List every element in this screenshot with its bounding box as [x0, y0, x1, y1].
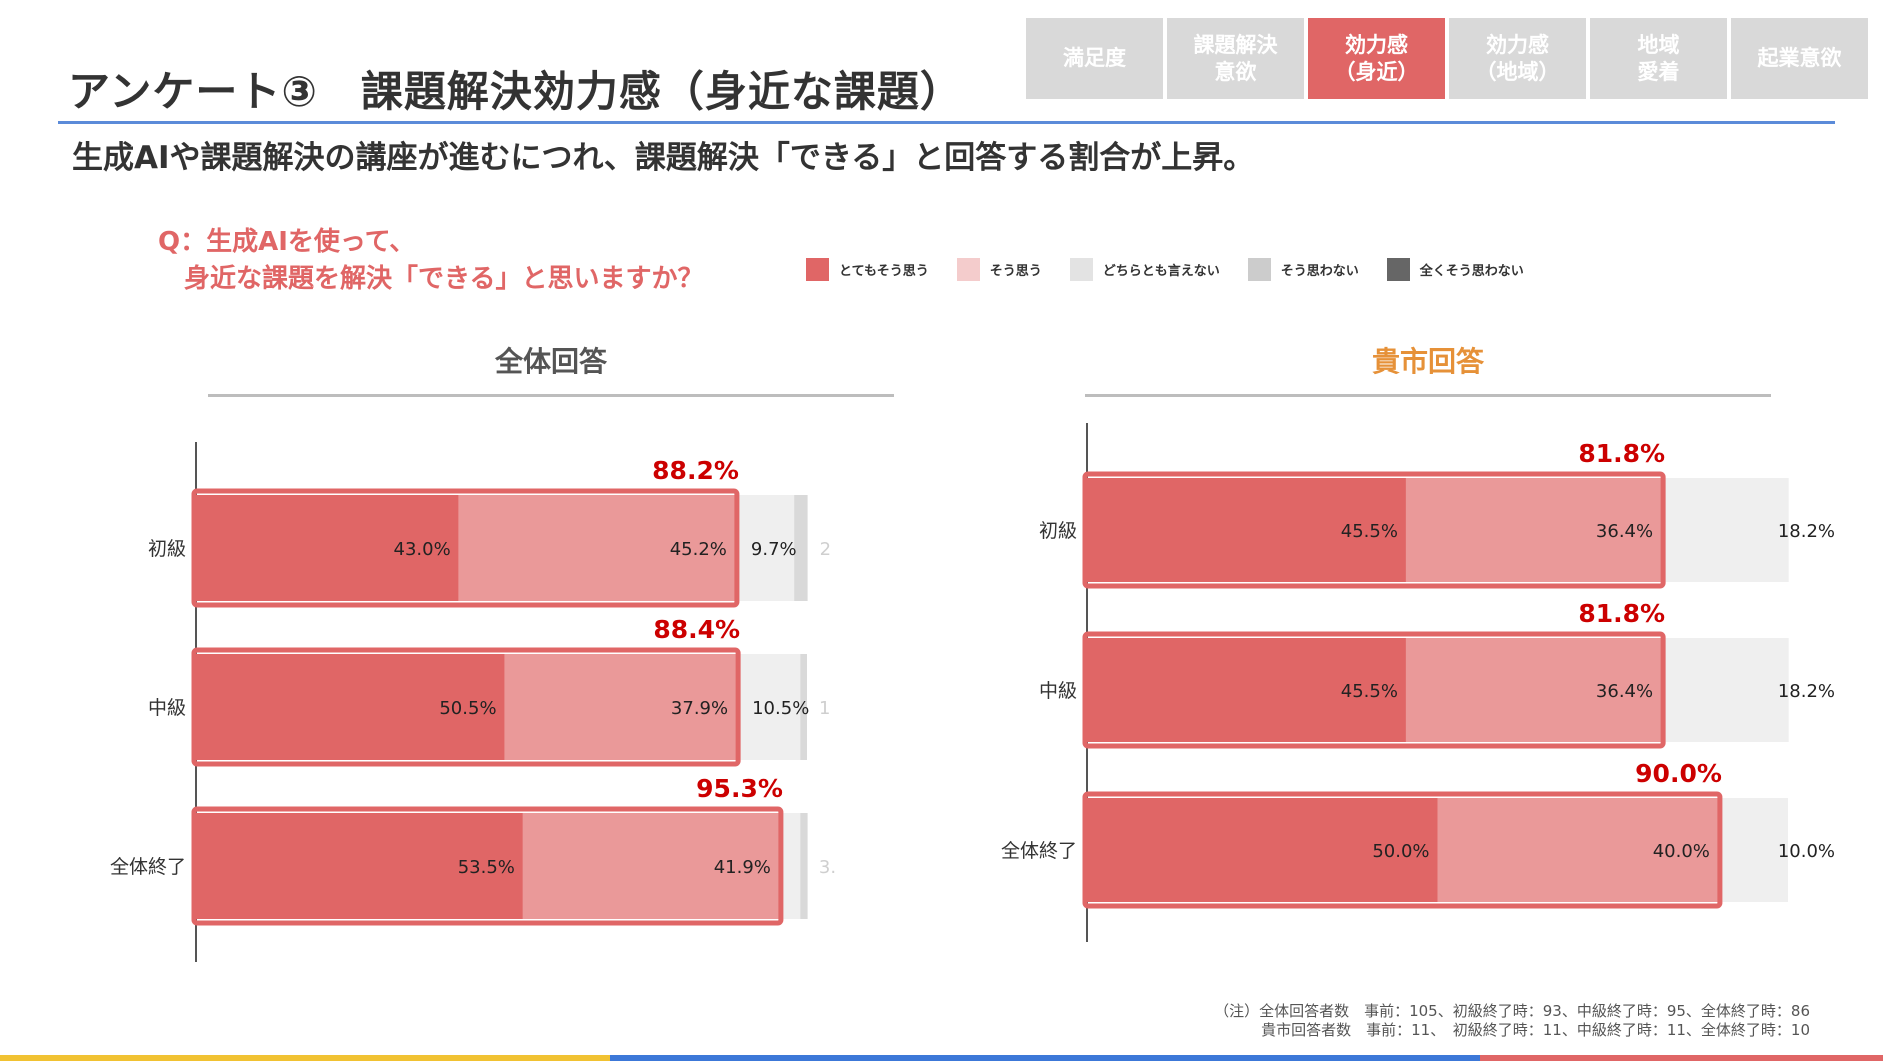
- positive-outline: [191, 806, 784, 926]
- bar-segment: [196, 813, 523, 919]
- legend-item-neutral: どちらとも言えない: [1069, 258, 1220, 281]
- panel-title-overall: 全体回答: [494, 345, 607, 378]
- bar-segment: [734, 495, 795, 601]
- legend-swatch: [806, 258, 829, 281]
- bar-segment: [458, 495, 735, 601]
- legend-label: どちらとも言えない: [1102, 264, 1220, 279]
- positive-total-label: 88.4%: [653, 615, 740, 644]
- bar-row: [196, 654, 807, 760]
- data-label: 9.7%: [751, 539, 797, 560]
- category-label: 中級: [148, 697, 186, 719]
- bottom-bar-yellow: [0, 1055, 610, 1061]
- panel-rule-city: [1085, 394, 1771, 397]
- data-label: 3.: [819, 857, 836, 878]
- positive-total-label: 88.2%: [652, 456, 739, 485]
- bar-segment: [736, 654, 801, 760]
- bar-segment: [504, 654, 737, 760]
- bar-segment: [778, 813, 801, 919]
- bar-segment: [800, 813, 808, 919]
- legend-item-disagree: そう思わない: [1247, 258, 1359, 281]
- footnote-line-overall: （注）全体回答者数 事前：105、初級終了時：93、中級終了時：95、全体終了時…: [1214, 1002, 1810, 1020]
- legend-item-strongly-agree: とてもそう思う: [806, 258, 929, 281]
- data-label: 41.9%: [714, 857, 771, 878]
- data-label: 10.5%: [752, 698, 809, 719]
- data-label: 53.5%: [458, 857, 515, 878]
- data-label: 43.0%: [394, 539, 451, 560]
- page-title: アンケート③ 課題解決効力感（身近な課題）: [68, 67, 963, 116]
- bar-segment: [522, 813, 779, 919]
- section-tabs: 満足度 課題解決 意欲 効力感 （身近） 効力感 （地域） 地域 愛着 起業意欲: [1026, 18, 1868, 99]
- panel-rule-overall: [208, 394, 894, 397]
- legend-label: とてもそう思う: [839, 264, 929, 279]
- bar-segment: [196, 495, 459, 601]
- positive-outline: [191, 647, 741, 767]
- footnote-line-city: 貴市回答者数 事前：11、 初級終了時：11、中級終了時：11、全体終了時：10: [1261, 1021, 1810, 1039]
- title-divider: [58, 121, 1835, 124]
- tab-entrepreneurship[interactable]: 起業意欲: [1731, 18, 1868, 99]
- tab-efficacy-regional[interactable]: 効力感 （地域）: [1449, 18, 1586, 99]
- bar-segment: [800, 654, 807, 760]
- page-subtitle: 生成AIや課題解決の講座が進むにつれ、課題解決「できる」と回答する割合が上昇。: [72, 140, 1255, 176]
- tab-regional-attachment[interactable]: 地域 愛着: [1590, 18, 1727, 99]
- panel-title-city: 貴市回答: [1371, 345, 1484, 378]
- tab-satisfaction[interactable]: 満足度: [1026, 18, 1163, 99]
- bar-row: [196, 813, 808, 919]
- data-label: 37.9%: [671, 698, 728, 719]
- bar-row: [196, 495, 808, 601]
- legend-item-agree: そう思う: [956, 258, 1042, 281]
- category-label: 全体終了: [110, 856, 186, 878]
- data-label: 2: [820, 539, 831, 560]
- legend-label: そう思わない: [1280, 264, 1359, 279]
- footnote: （注）全体回答者数 事前：105、初級終了時：93、中級終了時：95、全体終了時…: [1214, 1002, 1810, 1040]
- chart-legend: とてもそう思う そう思う どちらとも言えない そう思わない 全くそう思わない: [806, 258, 1552, 281]
- survey-question: Q：生成AIを使って、 身近な課題を解決「できる」と思いますか？: [158, 227, 704, 294]
- positive-outline: [191, 488, 740, 608]
- legend-swatch: [1247, 258, 1271, 281]
- data-label: 50.5%: [439, 698, 496, 719]
- bar-segment: [196, 654, 505, 760]
- legend-item-strongly-disagree: 全くそう思わない: [1386, 258, 1524, 281]
- legend-swatch: [1069, 258, 1093, 281]
- legend-label: 全くそう思わない: [1419, 264, 1524, 279]
- legend-label: そう思う: [989, 264, 1042, 279]
- category-label: 初級: [148, 538, 186, 560]
- bottom-bar-blue: [610, 1055, 1480, 1061]
- data-label: 45.2%: [670, 539, 727, 560]
- legend-swatch: [956, 258, 980, 281]
- data-label: 1: [819, 698, 830, 719]
- bottom-bar-red: [1480, 1055, 1883, 1061]
- bar-segment: [794, 495, 808, 601]
- legend-swatch: [1386, 258, 1410, 281]
- tab-problem-solving-motivation[interactable]: 課題解決 意欲: [1167, 18, 1304, 99]
- positive-total-label: 95.3%: [696, 774, 783, 803]
- tab-efficacy-personal[interactable]: 効力感 （身近）: [1308, 18, 1445, 99]
